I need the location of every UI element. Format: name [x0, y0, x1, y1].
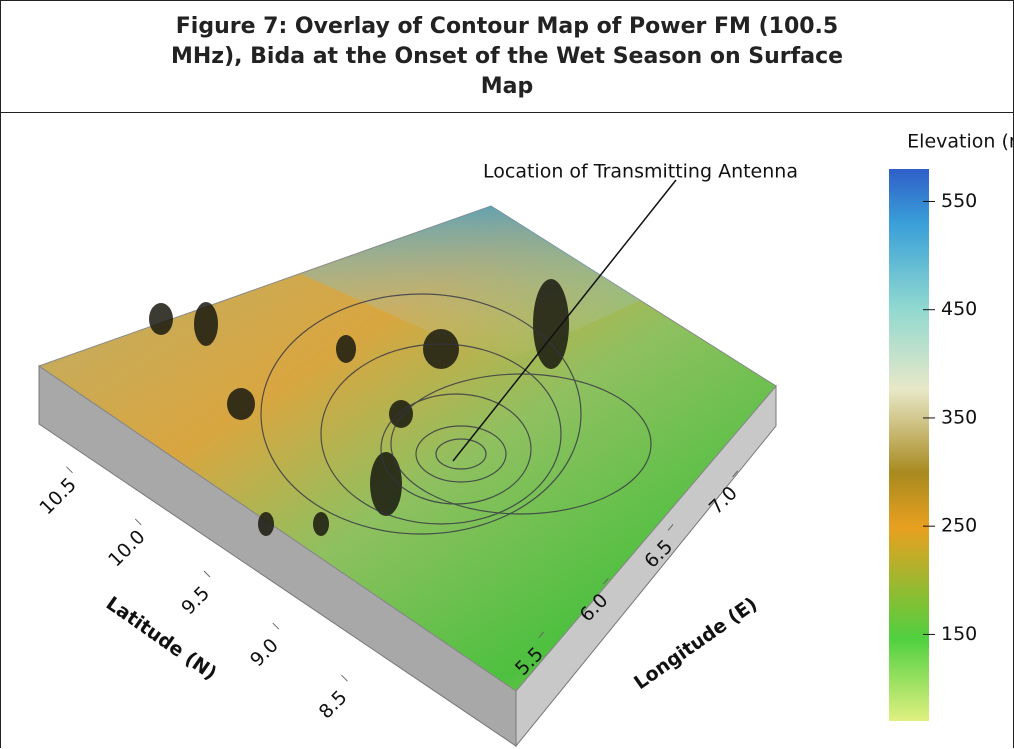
figure-title: Figure 7: Overlay of Contour Map of Powe…: [1, 1, 1013, 113]
y-tick-label: 8.5: [315, 686, 352, 723]
colorbar-tick-label: 350: [941, 406, 977, 428]
y-tick: [273, 623, 279, 629]
colorbar-tick-label: 550: [941, 190, 977, 212]
colorbar: [889, 169, 929, 721]
y-tick-label: 9.0: [246, 634, 283, 671]
colorbar-tick-label: 250: [941, 515, 977, 537]
colorbar-tick-label: 450: [941, 298, 977, 320]
y-tick-label: 10.0: [104, 526, 149, 571]
y-tick: [67, 467, 73, 473]
colorbar-tick-label: 150: [941, 623, 977, 645]
y-tick: [135, 519, 141, 525]
y-tick: [342, 675, 348, 681]
y-tick: [204, 571, 210, 577]
colorbar-label: Elevation (m): [907, 131, 1013, 153]
y-tick-label: 9.5: [177, 582, 214, 619]
y-tick-label: 10.5: [35, 474, 80, 519]
figure: Figure 7: Overlay of Contour Map of Powe…: [0, 0, 1014, 748]
chart: Location of Transmitting Antenna Elevati…: [1, 114, 1013, 748]
x-axis-label: Longitude (E): [630, 593, 761, 694]
annotation: Location of Transmitting Antenna: [483, 161, 798, 183]
